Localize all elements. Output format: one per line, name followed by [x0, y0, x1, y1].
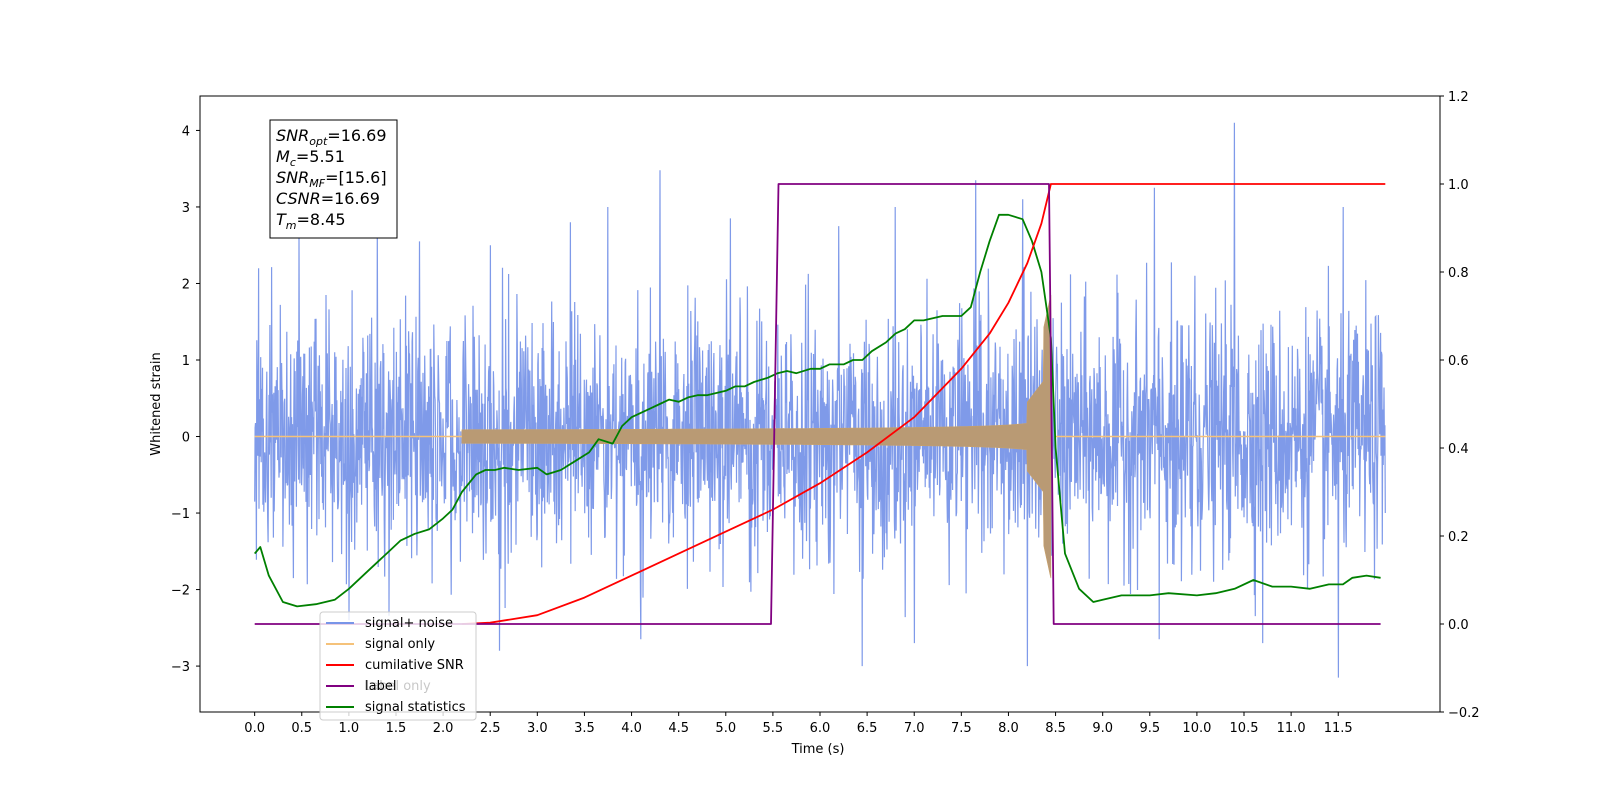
x-tick-label: 10.0 — [1182, 721, 1211, 736]
y-tick-label: 4 — [182, 124, 190, 139]
x-tick-label: 4.5 — [668, 721, 689, 736]
info-box-line: CSNR=16.69 — [276, 189, 380, 208]
y-tick-label: 0 — [182, 431, 190, 446]
y2-tick-label: 0.4 — [1448, 442, 1469, 457]
x-tick-label: 5.0 — [715, 721, 736, 736]
x-tick-label: 6.5 — [857, 721, 878, 736]
info-box-line: Mc=5.51 — [276, 147, 345, 169]
y-axis-left: −3 −2 −1 0 1 2 3 4 — [171, 124, 200, 675]
x-tick-label: 8.0 — [998, 721, 1019, 736]
label-line — [254, 183, 1381, 625]
x-tick-label: 3.0 — [527, 721, 548, 736]
info-box-line: Tm=8.45 — [276, 210, 346, 232]
info-box-line: SNRopt=16.69 — [276, 126, 387, 148]
cumilative-snr-line — [461, 183, 1386, 625]
line-series-group — [254, 183, 1386, 625]
y-axis-right: −0.2 0.0 0.2 0.4 0.6 0.8 1.0 1.2 — [1440, 90, 1480, 721]
legend-label: signal only — [365, 637, 435, 652]
legend-label: signal+ noise — [365, 616, 453, 631]
info-box-line: SNRMF=[15.6] — [276, 168, 387, 190]
y-tick-label: 1 — [182, 354, 190, 369]
y-tick-label: 2 — [182, 277, 190, 292]
x-tick-label: 6.0 — [810, 721, 831, 736]
x-tick-label: 9.5 — [1139, 721, 1160, 736]
y2-tick-label: 0.8 — [1448, 266, 1469, 281]
signal-statistics-line — [254, 213, 1381, 608]
x-tick-label: 2.0 — [433, 721, 454, 736]
x-axis: 0.0 0.5 1.0 1.5 2.0 2.5 3.0 3.5 4.0 4.5 5.0 5.5 6.0 6… — [244, 712, 1353, 736]
x-tick-label: 4.0 — [621, 721, 642, 736]
y2-tick-label: 0.0 — [1448, 618, 1469, 633]
y-tick-label: 3 — [182, 201, 190, 216]
x-tick-label: 11.5 — [1324, 721, 1353, 736]
legend-label: cumilative SNR — [365, 658, 464, 673]
x-tick-label: 0.0 — [244, 721, 265, 736]
y2-tick-label: 1.2 — [1448, 90, 1469, 105]
y2-tick-label: 0.2 — [1448, 530, 1469, 545]
y2-tick-label: −0.2 — [1448, 706, 1480, 721]
legend: signal+ noise signal only cumilative SNR la… — [319, 611, 477, 721]
y2-tick-label: 0.6 — [1448, 354, 1469, 369]
legend-behind-text: Label only — [364, 679, 431, 694]
x-tick-label: 0.5 — [291, 721, 312, 736]
y-tick-label: −2 — [171, 584, 190, 599]
x-tick-label: 7.5 — [951, 721, 972, 736]
x-tick-label: 11.0 — [1277, 721, 1306, 736]
y2-tick-label: 1.0 — [1448, 178, 1469, 193]
x-tick-label: 7.0 — [904, 721, 925, 736]
x-tick-label: 10.5 — [1230, 721, 1259, 736]
x-tick-label: 2.5 — [480, 721, 501, 736]
legend-label: label — [365, 679, 396, 694]
signal-plus-noise-line — [254, 122, 1386, 678]
y-axis-title: Whitened strain — [149, 352, 164, 455]
signal-only-envelope — [461, 294, 1052, 579]
x-axis-title: Time (s) — [791, 742, 845, 757]
signal-plus-noise-series — [254, 122, 1386, 678]
signal-only-series — [254, 294, 1386, 579]
x-tick-label: 9.0 — [1092, 721, 1113, 736]
x-tick-label: 1.5 — [386, 721, 407, 736]
x-tick-label: 1.0 — [339, 721, 360, 736]
x-tick-label: 8.5 — [1045, 721, 1066, 736]
y-tick-label: −3 — [171, 660, 190, 675]
x-tick-label: 3.5 — [574, 721, 595, 736]
legend-label: signal statistics — [365, 700, 466, 715]
x-tick-label: 5.5 — [763, 721, 784, 736]
info-box: SNRopt=16.69Mc=5.51SNRMF=[15.6]CSNR=16.6… — [269, 119, 398, 239]
y-tick-label: −1 — [171, 507, 190, 522]
